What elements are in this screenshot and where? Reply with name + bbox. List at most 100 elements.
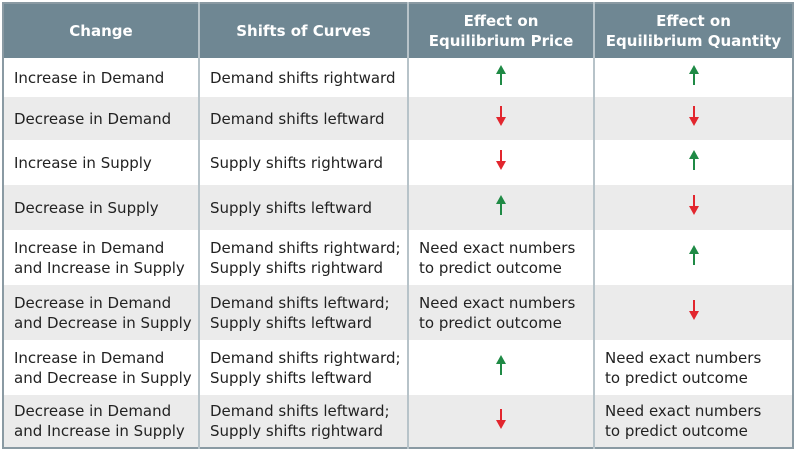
table-cell: Demand shifts rightward; Supply shifts le…	[198, 340, 408, 395]
arrow-shape	[688, 195, 699, 215]
up-arrow	[496, 65, 506, 85]
arrow-shape	[688, 106, 699, 126]
cell-text: and Decrease in Supply	[14, 368, 192, 387]
cell-text: to predict outcome	[419, 258, 562, 277]
header-cell: Effect on Equilibrium Price	[407, 3, 594, 58]
cell-text: Decrease in Demand	[14, 109, 172, 128]
arrow-shape	[496, 408, 506, 429]
table-cell	[593, 285, 793, 340]
header-cell: Effect on Equilibrium Quantity	[593, 3, 793, 58]
cell-text: Supply shifts rightward	[210, 153, 383, 172]
up-arrow	[496, 195, 506, 215]
table-cell: Supply shifts leftward	[198, 185, 408, 230]
table-row: Decrease in Supply Supply shifts leftward	[3, 185, 793, 230]
table-cell	[407, 97, 594, 140]
table-cell: Decrease in Demand	[3, 97, 199, 140]
cell-text: and Increase in Supply	[14, 258, 185, 277]
table-cell: Demand shifts leftward	[198, 97, 408, 140]
cell-text: Increase in Demand	[14, 238, 165, 257]
table-cell: Need exact numbers to predict outcome	[407, 285, 594, 340]
cell-text: Demand shifts rightward	[210, 68, 396, 87]
cell-text: to predict outcome	[605, 368, 748, 387]
cell-text: Need exact numbers	[605, 348, 762, 367]
cell-text: to predict outcome	[605, 422, 748, 440]
cell-text: Increase in Demand	[14, 68, 165, 87]
down-arrow	[688, 195, 699, 215]
cell-text: Need exact numbers	[419, 293, 576, 312]
table-cell: Increase in Supply	[3, 140, 199, 185]
cell-text: Equilibrium Price	[428, 32, 574, 50]
up-arrow	[688, 150, 699, 170]
table-cell: Demand shifts leftward; Supply shifts lef…	[198, 285, 408, 340]
table-cell: Demand shifts rightward	[198, 58, 408, 97]
table-row: Increase in Demand Demand shifts rightwar…	[3, 58, 793, 97]
cell-text: Effect on	[656, 12, 731, 30]
cell-text: to predict outcome	[419, 313, 562, 332]
cell-text: Demand shifts leftward;	[210, 402, 390, 420]
table-row: Increase in Supply Supply shifts rightwar…	[3, 140, 793, 185]
cell-text: Decrease in Demand	[14, 402, 172, 420]
up-arrow	[688, 245, 699, 265]
arrow-shape	[688, 245, 699, 265]
table-cell: Decrease in Demand and Decrease in Supply	[3, 285, 199, 340]
arrow-shape	[688, 150, 699, 170]
cell-text: Decrease in Supply	[14, 198, 159, 217]
table-cell: Demand shifts leftward; Supply shifts rig…	[198, 395, 408, 448]
table-cell	[407, 185, 594, 230]
table-cell: Decrease in Demand and Increase in Supply	[3, 395, 199, 448]
table-cell	[593, 230, 793, 285]
table-cell	[593, 97, 793, 140]
arrow-shape	[688, 65, 699, 85]
header-cell: Shifts of Curves	[198, 3, 408, 58]
cell-text: Need exact numbers	[419, 238, 576, 257]
table-row: Increase in Demand and Decrease in Supply…	[3, 340, 793, 395]
cell-text: Demand shifts rightward;	[210, 238, 401, 257]
cell-text: Supply shifts leftward	[210, 313, 373, 332]
table-row: Decrease in Demand and Decrease in Supply…	[3, 285, 793, 340]
table-row: Decrease in Demand and Increase in Supply…	[3, 395, 793, 448]
arrow-shape	[496, 355, 506, 375]
table-row: Increase in Demand and Increase in Supply…	[3, 230, 793, 285]
table-cell	[407, 340, 594, 395]
table-cell: Increase in Demand and Increase in Supply	[3, 230, 199, 285]
table-cell: Increase in Demand	[3, 58, 199, 97]
arrow-shape	[496, 106, 506, 126]
down-arrow	[496, 408, 506, 429]
arrow-shape	[496, 195, 506, 215]
cell-text: Increase in Demand	[14, 348, 165, 367]
cell-text: Change	[69, 22, 133, 40]
header-row: Change Shifts of Curves Effect on Equilibri…	[3, 3, 793, 58]
table-cell	[593, 140, 793, 185]
cell-text: Demand shifts rightward;	[210, 348, 401, 367]
table-cell: Decrease in Supply	[3, 185, 199, 230]
cell-text: and Increase in Supply	[14, 422, 185, 440]
cell-text: Supply shifts rightward	[210, 422, 383, 440]
cell-text: Supply shifts leftward	[210, 198, 373, 217]
table-cell: Demand shifts rightward; Supply shifts ri…	[198, 230, 408, 285]
table-cell	[593, 185, 793, 230]
table-cell	[407, 395, 594, 448]
up-arrow	[496, 355, 506, 375]
cell-text: Equilibrium Quantity	[605, 32, 782, 50]
cell-text: Decrease in Demand	[14, 293, 172, 312]
table-row: Decrease in Demand Demand shifts leftward	[3, 97, 793, 140]
table-cell: Need exact numbers to predict outcome	[593, 395, 793, 448]
table-cell	[593, 58, 793, 97]
table-cell: Supply shifts rightward	[198, 140, 408, 185]
cell-text: Need exact numbers	[605, 402, 762, 420]
down-arrow	[496, 150, 506, 170]
table-cell: Need exact numbers to predict outcome	[407, 230, 594, 285]
cell-text: Supply shifts leftward	[210, 368, 373, 387]
table-cell: Need exact numbers to predict outcome	[593, 340, 793, 395]
cell-text: Supply shifts rightward	[210, 258, 383, 277]
table-body: Increase in Demand Demand shifts rightwar…	[3, 58, 793, 448]
cell-text: Demand shifts leftward	[210, 109, 385, 128]
down-arrow	[496, 106, 506, 126]
up-arrow	[688, 65, 699, 85]
cell-text: Effect on	[463, 12, 539, 30]
down-arrow	[688, 300, 699, 320]
header-cell: Change	[3, 3, 199, 58]
cell-text: and Decrease in Supply	[14, 313, 192, 332]
arrow-shape	[688, 300, 699, 320]
